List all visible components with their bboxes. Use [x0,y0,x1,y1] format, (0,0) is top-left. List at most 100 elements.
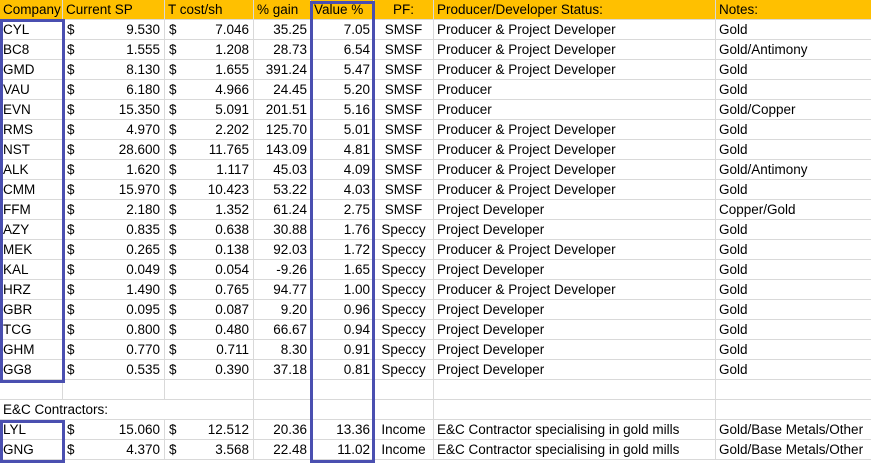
pf-cell[interactable]: SMSF [374,180,434,200]
header-value-pct[interactable]: Value % [311,0,374,20]
value-pct-cell[interactable]: 1.65 [311,260,374,280]
current-sp-cell[interactable]: $1.620 [63,160,165,180]
status-cell[interactable]: E&C Contractor specialising in gold mill… [434,440,716,460]
company-cell[interactable]: GNG [0,440,63,460]
value-pct-cell[interactable]: 1.76 [311,220,374,240]
cell[interactable] [434,380,716,400]
cell[interactable] [374,380,434,400]
t-cost-cell[interactable]: $1.655 [165,60,254,80]
company-cell[interactable]: NST [0,140,63,160]
pf-cell[interactable]: SMSF [374,40,434,60]
cell[interactable] [374,400,434,420]
status-cell[interactable]: Producer & Project Developer [434,20,716,40]
status-cell[interactable]: Producer & Project Developer [434,180,716,200]
company-cell[interactable]: FFM [0,200,63,220]
pf-cell[interactable]: SMSF [374,20,434,40]
pct-gain-cell[interactable]: 9.20 [254,300,311,320]
company-cell[interactable]: MEK [0,240,63,260]
pct-gain-cell[interactable]: 391.24 [254,60,311,80]
current-sp-cell[interactable]: $0.800 [63,320,165,340]
company-cell[interactable]: EVN [0,100,63,120]
pf-cell[interactable]: Speccy [374,320,434,340]
header-status[interactable]: Producer/Developer Status: [434,0,716,20]
notes-cell[interactable]: Gold/Antimony [716,40,871,60]
pct-gain-cell[interactable]: 94.77 [254,280,311,300]
pct-gain-cell[interactable]: 45.03 [254,160,311,180]
t-cost-cell[interactable]: $1.352 [165,200,254,220]
value-pct-cell[interactable]: 4.03 [311,180,374,200]
pf-cell[interactable]: SMSF [374,200,434,220]
t-cost-cell[interactable]: $7.046 [165,20,254,40]
current-sp-cell[interactable]: $0.265 [63,240,165,260]
pct-gain-cell[interactable]: 28.73 [254,40,311,60]
notes-cell[interactable]: Gold [716,240,871,260]
current-sp-cell[interactable]: $1.490 [63,280,165,300]
header-pf[interactable]: PF: [374,0,434,20]
current-sp-cell[interactable]: $0.770 [63,340,165,360]
status-cell[interactable]: Project Developer [434,220,716,240]
status-cell[interactable]: Project Developer [434,200,716,220]
t-cost-cell[interactable]: $1.117 [165,160,254,180]
t-cost-cell[interactable]: $0.711 [165,340,254,360]
value-pct-cell[interactable]: 1.00 [311,280,374,300]
company-cell[interactable]: TCG [0,320,63,340]
company-cell[interactable]: ALK [0,160,63,180]
status-cell[interactable]: Project Developer [434,260,716,280]
t-cost-cell[interactable]: $3.568 [165,440,254,460]
header-company[interactable]: Company [0,0,63,20]
company-cell[interactable]: HRZ [0,280,63,300]
cell[interactable] [165,400,254,420]
value-pct-cell[interactable]: 0.96 [311,300,374,320]
company-cell[interactable]: VAU [0,80,63,100]
t-cost-cell[interactable]: $4.966 [165,80,254,100]
company-cell[interactable]: GMD [0,60,63,80]
current-sp-cell[interactable]: $15.060 [63,420,165,440]
cell[interactable] [311,380,374,400]
pct-gain-cell[interactable]: 30.88 [254,220,311,240]
notes-cell[interactable]: Gold [716,220,871,240]
cell[interactable] [165,380,254,400]
current-sp-cell[interactable]: $4.370 [63,440,165,460]
t-cost-cell[interactable]: $1.208 [165,40,254,60]
status-cell[interactable]: Producer & Project Developer [434,280,716,300]
pct-gain-cell[interactable]: 143.09 [254,140,311,160]
status-cell[interactable]: Producer & Project Developer [434,140,716,160]
t-cost-cell[interactable]: $0.638 [165,220,254,240]
pf-cell[interactable]: Speccy [374,340,434,360]
t-cost-cell[interactable]: $2.202 [165,120,254,140]
pct-gain-cell[interactable]: 66.67 [254,320,311,340]
notes-cell[interactable]: Gold/Copper [716,100,871,120]
value-pct-cell[interactable]: 13.36 [311,420,374,440]
status-cell[interactable]: Producer [434,100,716,120]
cell[interactable] [254,380,311,400]
pct-gain-cell[interactable]: 20.36 [254,420,311,440]
pct-gain-cell[interactable]: 22.48 [254,440,311,460]
value-pct-cell[interactable]: 0.81 [311,360,374,380]
notes-cell[interactable]: Gold [716,280,871,300]
status-cell[interactable]: E&C Contractor specialising in gold mill… [434,420,716,440]
status-cell[interactable]: Project Developer [434,320,716,340]
notes-cell[interactable]: Gold [716,80,871,100]
header-t-cost[interactable]: T cost/sh [165,0,254,20]
pf-cell[interactable]: SMSF [374,100,434,120]
status-cell[interactable]: Producer & Project Developer [434,160,716,180]
t-cost-cell[interactable]: $0.390 [165,360,254,380]
notes-cell[interactable]: Gold [716,20,871,40]
t-cost-cell[interactable]: $0.054 [165,260,254,280]
value-pct-cell[interactable]: 5.20 [311,80,374,100]
value-pct-cell[interactable]: 1.72 [311,240,374,260]
pf-cell[interactable]: Speccy [374,260,434,280]
status-cell[interactable]: Producer & Project Developer [434,40,716,60]
pct-gain-cell[interactable]: 8.30 [254,340,311,360]
pf-cell[interactable]: SMSF [374,140,434,160]
notes-cell[interactable]: Gold [716,180,871,200]
pf-cell[interactable]: SMSF [374,160,434,180]
status-cell[interactable]: Producer & Project Developer [434,120,716,140]
current-sp-cell[interactable]: $6.180 [63,80,165,100]
pct-gain-cell[interactable]: 24.45 [254,80,311,100]
pf-cell[interactable]: Speccy [374,220,434,240]
t-cost-cell[interactable]: $0.087 [165,300,254,320]
pct-gain-cell[interactable]: 61.24 [254,200,311,220]
notes-cell[interactable]: Gold [716,300,871,320]
pf-cell[interactable]: SMSF [374,60,434,80]
